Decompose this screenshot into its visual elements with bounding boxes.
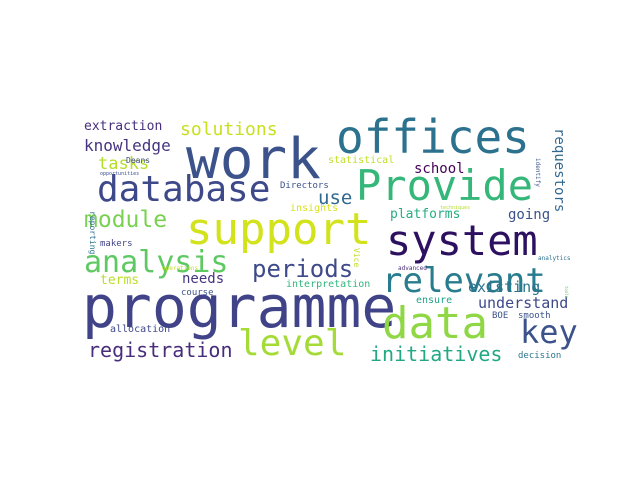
word: existing	[468, 278, 541, 296]
word: needs	[182, 271, 225, 287]
word: module	[84, 207, 168, 233]
word: going	[508, 207, 551, 223]
word: knowledge	[84, 136, 171, 155]
word: analytics	[538, 255, 571, 262]
word: allocation	[110, 324, 171, 335]
word: school	[414, 161, 465, 177]
word: opportunities	[100, 171, 140, 177]
word: statistical	[328, 155, 395, 166]
word: identify	[534, 158, 541, 187]
word: level	[238, 323, 347, 364]
word: database	[97, 169, 271, 210]
word: use	[318, 187, 353, 209]
word: system	[386, 216, 538, 265]
word: solutions	[180, 119, 278, 140]
word: extraction	[84, 119, 163, 134]
word: advanced	[398, 265, 427, 272]
word: support	[186, 204, 372, 255]
word: ensure	[416, 295, 453, 306]
word: work	[186, 127, 321, 192]
word: course	[181, 288, 214, 298]
word: initiatives	[370, 342, 503, 366]
word: registration	[88, 338, 233, 362]
word: Deans	[126, 156, 151, 165]
word: operations	[162, 265, 199, 272]
word: offices	[336, 110, 530, 164]
word: Vice	[352, 248, 361, 268]
word: terms	[100, 273, 140, 288]
word: Directors	[280, 181, 329, 191]
word: Provide	[356, 161, 534, 210]
word: requestors	[551, 128, 567, 213]
word: data	[382, 298, 488, 349]
word: tools	[564, 286, 569, 299]
word: decision	[518, 351, 562, 361]
word: relevant	[382, 261, 546, 301]
word: makers	[100, 239, 133, 249]
word: reporting	[88, 211, 97, 255]
word: tasks	[98, 154, 150, 174]
word: BOE	[492, 311, 509, 321]
word: interpretation	[286, 279, 371, 290]
word: understand	[478, 294, 569, 312]
word: platforms	[390, 207, 461, 222]
word: analysis	[84, 245, 229, 280]
word: insights	[290, 203, 339, 214]
word: programme	[82, 273, 397, 341]
word: techniques	[440, 205, 471, 211]
word: key	[520, 313, 578, 351]
word: smooth	[518, 311, 551, 321]
word: periods	[252, 255, 354, 283]
